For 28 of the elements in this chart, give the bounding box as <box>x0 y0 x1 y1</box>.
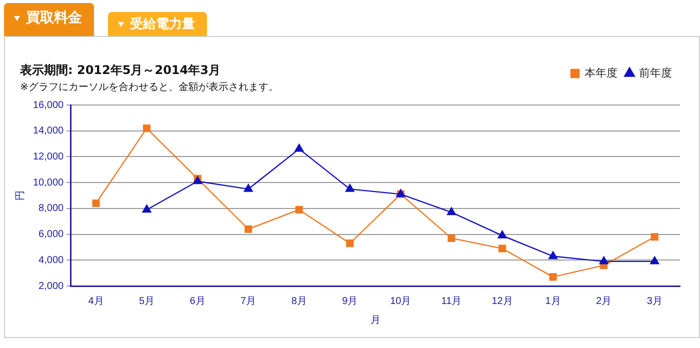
x-tick-label: 8月 <box>291 296 307 307</box>
text: 受給電力量 <box>108 12 207 36</box>
y-tick-label: 14,000 <box>32 126 64 137</box>
text: 買取料金 <box>4 3 94 36</box>
x-tick-label: 11月 <box>441 296 462 307</box>
x-tick-label: 3月 <box>646 296 662 307</box>
x-tick-label: 12月 <box>492 296 513 307</box>
y-tick-label: 2,000 <box>38 280 64 292</box>
legend-label: 前年度 <box>639 66 672 80</box>
x-tick-label: 2月 <box>596 296 612 307</box>
chart-title: 表示期間: 2012年5月～2014年3月 <box>20 62 220 79</box>
x-tick-label: 9月 <box>342 296 358 307</box>
x-tick-label: 1月 <box>545 296 561 307</box>
chart-subtitle: ※グラフにカーソルを合わせると、金額が表示されます。 <box>20 80 278 94</box>
y-tick-label: 12,000 <box>32 151 64 162</box>
y-tick-label: 8,000 <box>38 203 64 214</box>
x-tick-label: 5月 <box>138 296 155 307</box>
y-tick-label: 6,000 <box>38 229 64 240</box>
legend-label: 本年度 <box>584 66 618 80</box>
x-tick-label: 10月 <box>390 296 412 307</box>
x-axis-title: 月 <box>370 314 380 326</box>
y-tick-label: 4,000 <box>38 254 64 266</box>
y-tick-label: 16,000 <box>32 100 64 111</box>
x-tick-label: 4月 <box>88 296 104 307</box>
y-axis-title: 円 <box>14 190 26 200</box>
y-tick-label: 10,000 <box>32 177 64 188</box>
x-tick-label: 6月 <box>190 296 206 307</box>
x-tick-label: 7月 <box>240 296 256 307</box>
